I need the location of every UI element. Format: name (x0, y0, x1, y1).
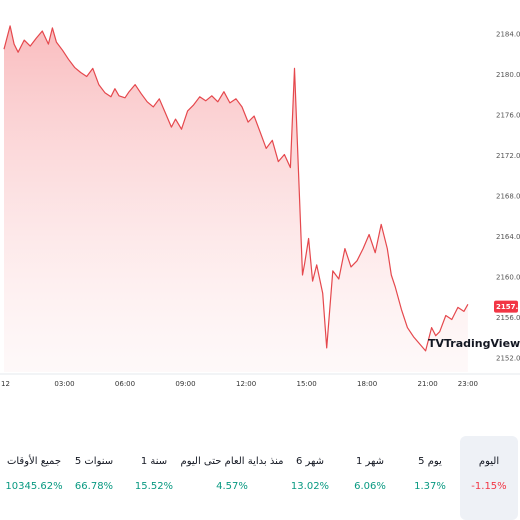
period-change: 66.78% (74, 481, 114, 492)
x-tick-label: 18:00 (357, 380, 377, 388)
period-tab[interactable]: 6 شهر 13.02% (280, 436, 340, 520)
y-tick-label: 2152.00 (496, 355, 520, 363)
period-change: 15.52% (134, 481, 174, 492)
y-tick-label: 2180.00 (496, 71, 520, 79)
x-tick-label: 06:00 (115, 380, 135, 388)
period-tab[interactable]: 5 يوم 1.37% (400, 436, 460, 520)
y-axis[interactable]: 2184.00 2180.00 2176.00 2172.00 2168.00 2164.… (496, 31, 520, 363)
period-tab[interactable]: 5 سنوات 66.78% (64, 436, 124, 520)
x-tick-label: 21:00 (418, 380, 438, 388)
period-label: جميع الأوقات (6, 456, 62, 467)
area-fill (4, 25, 468, 373)
price-line (3, 25, 469, 352)
price-chart[interactable]: 2184.00 2180.00 2176.00 2172.00 2168.00 2164.… (0, 0, 520, 400)
last-price-badge (494, 300, 518, 313)
period-tab[interactable]: اليوم -1.15% (460, 436, 518, 520)
period-change: -1.15% (471, 481, 507, 492)
area-fill-layer (4, 25, 468, 373)
last-price-label: 2157.08 (496, 303, 520, 311)
period-change: 1.37% (414, 481, 446, 492)
period-label: منذ بداية العام حتى اليوم (180, 456, 284, 467)
x-tick-label: 09:00 (175, 380, 195, 388)
x-tick-label: 12:00 (236, 380, 256, 388)
period-label: 1 شهر (355, 456, 385, 467)
period-label: 5 يوم (418, 456, 442, 467)
period-label: اليوم (478, 456, 500, 467)
price-line-layer (3, 25, 469, 352)
tradingview-logo-icon: TV (428, 337, 445, 350)
y-tick-label: 2176.00 (496, 112, 520, 120)
y-tick-label: 2172.00 (496, 152, 520, 160)
performance-periods: اليوم -1.15% 5 يوم 1.37% 1 شهر 6.06% 6 شهر 13.0… (0, 436, 520, 520)
last-price-tag: 2157.08 (494, 300, 520, 313)
y-tick-label: 2160.00 (496, 274, 520, 282)
period-change: 6.06% (354, 481, 386, 492)
x-tick-label: 23:00 (458, 380, 478, 388)
tradingview-watermark[interactable]: TV TradingView (428, 337, 520, 350)
period-label: 1 سنة (140, 456, 168, 467)
x-axis[interactable]: 12 03:00 06:00 09:00 12:00 15:00 18:00 21:00 23:… (0, 373, 520, 388)
period-change: 13.02% (290, 481, 330, 492)
period-tab[interactable]: 1 شهر 6.06% (340, 436, 400, 520)
period-tab[interactable]: 1 سنة 15.52% (124, 436, 184, 520)
y-tick-label: 2184.00 (496, 31, 520, 39)
period-tab[interactable]: جميع الأوقات 10345.62% (4, 436, 64, 520)
tradingview-brand: TradingView (444, 337, 520, 350)
y-tick-label: 2168.00 (496, 193, 520, 201)
period-label: 5 سنوات (74, 456, 114, 467)
y-tick-label: 2156.00 (496, 314, 520, 322)
x-tick-label: 03:00 (54, 380, 74, 388)
x-tick-label: 15:00 (297, 380, 317, 388)
x-tick-label: 12 (1, 380, 10, 388)
period-label: 6 شهر (295, 456, 325, 467)
y-tick-label: 2164.00 (496, 233, 520, 241)
period-change: 4.57% (216, 481, 248, 492)
period-change: 10345.62% (5, 481, 63, 492)
period-tab[interactable]: منذ بداية العام حتى اليوم 4.57% (181, 436, 284, 520)
